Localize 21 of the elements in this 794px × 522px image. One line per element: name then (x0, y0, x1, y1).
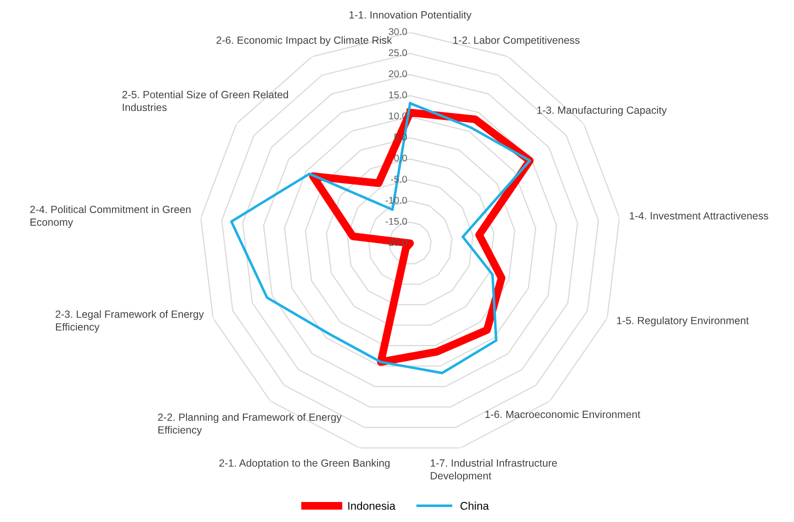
y-tick-label: -20.0 (386, 238, 407, 246)
spoke-label: 1-1. Innovation Potentiality (350, 10, 472, 21)
spoke-label: 1-3. Manufacturing Capacity (537, 106, 667, 116)
spoke-label: 1-4. Investment Attractiveness (630, 212, 768, 220)
spoke-label: 1-2. Labor Competitiveness (453, 36, 580, 46)
y-tick-label: 20.0 (388, 70, 407, 78)
spoke-label: 2-2. Planning and Framework of Energy Efficiency (158, 413, 342, 436)
spoke-label: 2-6. Economic Impact by Climate Risk (216, 36, 392, 46)
y-tick-label: 15.0 (389, 91, 407, 98)
spoke-label: 2-1. Adoptation to the Green Banking (219, 459, 390, 469)
spoke-label: 1-7. Industrial Infrastructure Development (430, 459, 557, 482)
spoke-label: 1-6. Macroeconomic Environment (485, 410, 640, 418)
y-tick-label: 30.0 (388, 28, 407, 36)
legend-label: Indonesia (348, 502, 396, 510)
legend-label: China (460, 502, 489, 510)
y-tick-label: 25.0 (388, 49, 407, 56)
spoke-label: 2-4. Political Commitment in Green Economy (30, 205, 191, 228)
spoke-label: 2-3. Legal Framework of Energy Efficiency (56, 310, 204, 333)
spoke-label: 2-5. Potential Size of Green Related Industries (122, 90, 288, 112)
spoke-label: 1-5. Regulatory Environment (617, 316, 749, 326)
y-tick-label: -15.0 (386, 218, 407, 225)
